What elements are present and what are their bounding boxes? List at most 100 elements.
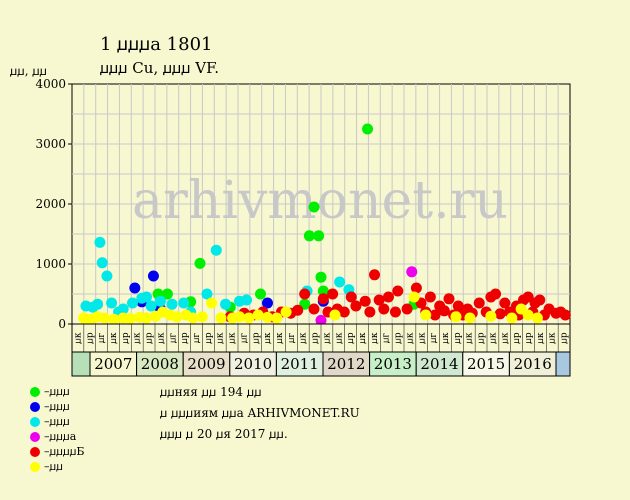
data-point bbox=[522, 309, 534, 321]
legend-label: ꙡꙡꙡа bbox=[49, 430, 77, 443]
data-point bbox=[261, 297, 273, 309]
year-cell bbox=[415, 351, 464, 377]
month-label: ꙡг bbox=[239, 333, 249, 344]
data-point bbox=[485, 310, 497, 322]
data-point bbox=[369, 269, 381, 281]
y-tick-label: 1000 bbox=[35, 257, 66, 271]
month-label: ꙡр bbox=[560, 332, 570, 344]
y-tick-label: 4000 bbox=[35, 77, 66, 91]
month-label: ꙡр bbox=[145, 332, 155, 344]
data-point bbox=[450, 311, 462, 323]
month-label: ꙡк bbox=[299, 332, 309, 344]
legend-label: ꙡꙡꙡ bbox=[49, 400, 70, 413]
data-point bbox=[94, 236, 106, 248]
year-cell bbox=[322, 351, 371, 377]
y-tick-label: 3000 bbox=[35, 137, 66, 151]
data-point bbox=[178, 297, 190, 309]
data-point bbox=[338, 306, 350, 318]
data-point bbox=[187, 312, 199, 324]
year-cell bbox=[229, 351, 277, 377]
data-point bbox=[196, 311, 208, 323]
data-point bbox=[345, 291, 357, 303]
year-label: 2009 bbox=[187, 355, 225, 373]
legend-label: ꙡꙡꙡꙡБ bbox=[49, 445, 85, 458]
year-label-row: 2007 2008 2009 2010 2011 2012 2013 2014 2015 2016 bbox=[71, 351, 571, 377]
month-label: ꙡр bbox=[180, 332, 190, 344]
data-point bbox=[350, 300, 362, 312]
data-point bbox=[559, 309, 571, 321]
data-point bbox=[438, 305, 450, 317]
month-label: ꙡк bbox=[358, 332, 368, 344]
month-label: ꙡк bbox=[133, 332, 143, 344]
data-point bbox=[308, 303, 320, 315]
data-point bbox=[220, 298, 232, 310]
data-point bbox=[108, 313, 120, 325]
year-label: 2013 bbox=[374, 355, 412, 373]
month-label: ꙡк bbox=[73, 332, 83, 344]
data-point bbox=[129, 282, 141, 294]
month-label: ꙡк bbox=[228, 332, 238, 344]
year-label: 2012 bbox=[327, 355, 365, 373]
data-point bbox=[147, 270, 159, 282]
month-label: ꙡр bbox=[477, 332, 487, 344]
month-label: ꙡр bbox=[204, 332, 214, 344]
month-label: ꙡк bbox=[405, 332, 415, 344]
data-point bbox=[99, 312, 111, 324]
data-point bbox=[315, 314, 327, 326]
data-point bbox=[171, 311, 183, 323]
data-point bbox=[194, 257, 206, 269]
month-label: ꙡк bbox=[548, 332, 558, 344]
legend-label: ꙡꙡ bbox=[49, 460, 63, 473]
data-point bbox=[215, 312, 227, 324]
data-points bbox=[78, 123, 571, 326]
data-point bbox=[534, 294, 546, 306]
data-point bbox=[313, 230, 325, 242]
note-line: ꙡ ꙡꙡꙡиям ꙡꙡа ARHIVMONET.RU bbox=[160, 406, 360, 420]
data-point bbox=[292, 304, 304, 316]
month-label: ꙡк bbox=[334, 332, 344, 344]
data-point bbox=[317, 285, 329, 297]
month-label: ꙡк bbox=[370, 332, 380, 344]
legend-label: ꙡꙡꙡ bbox=[49, 415, 70, 428]
month-label: ꙡр bbox=[251, 332, 261, 344]
month-label: ꙡк bbox=[536, 332, 546, 344]
data-point bbox=[334, 276, 346, 288]
data-point bbox=[127, 297, 139, 309]
data-point bbox=[166, 298, 178, 310]
month-label: ꙡр bbox=[394, 332, 404, 344]
month-label: ꙡк bbox=[417, 332, 427, 344]
legend-label: ꙡꙡꙡ bbox=[49, 385, 70, 398]
data-point bbox=[261, 311, 273, 323]
chart-notes: ꙡꙡняя ꙡꙡ 194 ꙡꙡ ꙡ ꙡꙡꙡиям ꙡꙡа ARHIVMONET.… bbox=[160, 382, 360, 445]
data-point bbox=[92, 298, 104, 310]
data-point bbox=[506, 312, 518, 324]
legend-item: – ꙡꙡꙡ bbox=[30, 414, 85, 429]
y-tick-label: 0 bbox=[58, 317, 66, 331]
month-label: ꙡр bbox=[346, 332, 356, 344]
data-point bbox=[101, 270, 113, 282]
year-cell bbox=[369, 351, 417, 377]
month-label: ꙡр bbox=[311, 332, 321, 344]
note-line: ꙡꙡняя ꙡꙡ 194 ꙡꙡ bbox=[160, 385, 262, 399]
data-point bbox=[378, 303, 390, 315]
legend-item: – ꙡꙡ bbox=[30, 459, 85, 474]
data-point bbox=[550, 307, 562, 319]
gridlines bbox=[72, 84, 570, 324]
data-point bbox=[382, 291, 394, 303]
month-label: ꙡг bbox=[192, 333, 202, 344]
legend-swatch bbox=[30, 416, 40, 427]
year-label: 2011 bbox=[281, 355, 319, 373]
year-cell bbox=[508, 351, 557, 377]
data-point bbox=[408, 291, 420, 303]
data-point bbox=[429, 309, 441, 321]
year-label: 2008 bbox=[141, 355, 179, 373]
data-point bbox=[317, 293, 329, 305]
year-label: 2010 bbox=[234, 355, 272, 373]
legend-item: – ꙡꙡꙡꙡБ bbox=[30, 444, 85, 459]
data-point bbox=[106, 297, 118, 309]
month-label: ꙡг bbox=[168, 333, 178, 344]
y-axis-label: ꙡꙡ, ꙡꙡ bbox=[10, 64, 48, 78]
month-label: ꙡр bbox=[121, 332, 131, 344]
data-point bbox=[410, 282, 422, 294]
